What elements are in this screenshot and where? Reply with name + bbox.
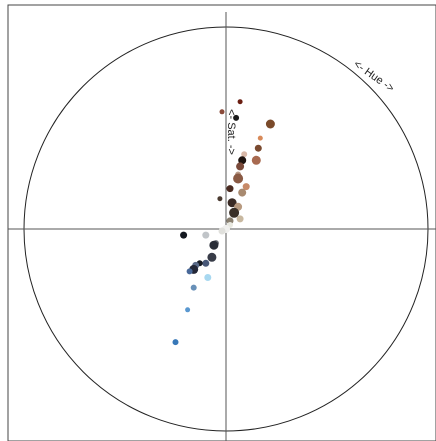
scatter-point-36 [190,284,197,291]
scatter-point-14 [226,185,234,193]
scatter-point-5 [257,135,263,141]
scatter-point-34 [186,268,193,275]
scatter-point-24 [218,227,226,235]
scatter-point-3 [233,114,240,121]
scatter-point-2 [219,109,225,115]
scatter-point-9 [238,156,247,165]
scatter-point-7 [241,151,248,158]
scatter-point-28 [209,240,219,250]
scatter-point-10 [236,162,245,171]
scatter-point-4 [265,119,275,129]
scatter-point-1 [237,99,243,105]
sat-label: <- Sat. -> [225,109,237,155]
scatter-point-6 [254,144,262,152]
scatter-point-20 [236,215,244,223]
scatter-point-38 [172,339,179,346]
scatter-point-37 [185,307,191,313]
scatter-point-29 [207,252,217,262]
scatter-point-19 [229,207,240,218]
scatter-point-26 [180,231,188,239]
scatter-point-8 [251,155,261,165]
scatter-point-17 [227,198,237,208]
scatter-point-13 [242,183,250,191]
scatter-point-12 [233,173,244,184]
scatter-point-30 [202,259,210,267]
scatter-point-15 [238,188,247,197]
scatter-point-16 [217,196,223,202]
scatter-points [172,99,275,346]
scatter-point-25 [202,231,210,239]
scatter-point-35 [204,274,212,281]
